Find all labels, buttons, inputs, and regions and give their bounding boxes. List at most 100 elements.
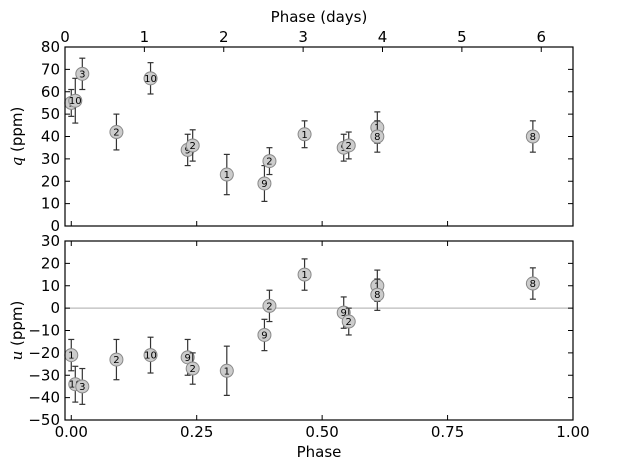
- point-marker: [262, 298, 277, 313]
- point-label: 8: [530, 279, 536, 290]
- data-point: 1: [219, 345, 234, 396]
- y-axis-title: u (ppm): [8, 301, 26, 361]
- data-point: 2: [262, 147, 277, 176]
- top-x-tick-label: 1: [140, 28, 150, 46]
- top-x-tick-label: 6: [536, 28, 546, 46]
- y-tick-label: 10: [41, 277, 60, 295]
- y-axis-symbol: q: [8, 157, 26, 167]
- point-marker: [370, 287, 385, 302]
- x-tick-label: 0.50: [305, 423, 338, 441]
- bottom-axis-title: Phase: [297, 443, 342, 461]
- y-tick-label: 30: [41, 232, 60, 250]
- point-label: 9: [184, 353, 190, 364]
- point-label: 2: [346, 141, 352, 152]
- point-label: 10: [144, 351, 157, 362]
- data-point: 10: [143, 62, 158, 95]
- data-point: 1: [297, 120, 312, 149]
- point-label: 2: [190, 364, 196, 375]
- point-label: 8: [374, 290, 380, 301]
- point-marker: [341, 138, 356, 153]
- data-point: 1: [297, 258, 312, 291]
- y-tick-label: −30: [28, 366, 60, 384]
- point-label: 10: [69, 96, 82, 107]
- point-marker: [75, 66, 90, 81]
- point-label: 9: [261, 179, 267, 190]
- point-label: 10: [69, 380, 82, 391]
- point-label: 9: [341, 308, 347, 319]
- y-tick-label: 60: [41, 83, 60, 101]
- y-tick-label: −10: [28, 322, 60, 340]
- y-axis-unit: (ppm): [8, 107, 26, 157]
- point-marker: [143, 71, 158, 86]
- data-point: 2: [185, 129, 200, 162]
- data-point: 10: [143, 336, 158, 374]
- data-point: 8: [525, 267, 540, 300]
- y-tick-label: 50: [41, 105, 60, 123]
- point-label: 1: [68, 351, 74, 362]
- point-label: 1: [224, 366, 230, 377]
- y-tick-label: 30: [41, 150, 60, 168]
- y-tick-label: −20: [28, 344, 60, 362]
- point-label: 2: [266, 301, 272, 312]
- data-point: 10: [68, 77, 83, 124]
- y-tick-label: −40: [28, 389, 60, 407]
- top-x-tick-label: 5: [457, 28, 467, 46]
- data-point: 3: [75, 57, 90, 91]
- point-marker: [525, 276, 540, 291]
- top-axis-title: Phase (days): [271, 8, 368, 26]
- y-axis-title: q (ppm): [8, 107, 26, 167]
- data-point: 2: [341, 307, 356, 336]
- top-x-tick-label: 3: [298, 28, 308, 46]
- x-tick-label: 0.75: [431, 423, 464, 441]
- y-tick-label: 20: [41, 254, 60, 272]
- top-x-tick-label: 0: [60, 28, 70, 46]
- point-marker: [525, 129, 540, 144]
- data-point: 9: [257, 164, 272, 202]
- point-label: 8: [530, 132, 536, 143]
- point-marker: [143, 348, 158, 363]
- x-tick-label: 0.25: [180, 423, 213, 441]
- point-label: 9: [261, 330, 267, 341]
- data-point: 8: [525, 120, 540, 153]
- point-label: 9: [184, 145, 190, 156]
- panel-frame: [64, 46, 574, 227]
- point-marker: [68, 93, 83, 108]
- y-tick-label: 10: [41, 195, 60, 213]
- point-marker: [185, 138, 200, 153]
- y-tick-label: −50: [28, 411, 60, 429]
- data-point: 2: [341, 131, 356, 160]
- data-point: 2: [109, 338, 124, 381]
- y-axis-symbol: u: [8, 351, 26, 361]
- data-point: 1: [219, 153, 234, 196]
- point-marker: [262, 154, 277, 169]
- point-label: 10: [144, 74, 157, 85]
- x-tick-label: 1.00: [556, 423, 589, 441]
- y-tick-label: 0: [50, 299, 60, 317]
- y-tick-label: 40: [41, 128, 60, 146]
- point-marker: [297, 267, 312, 282]
- data-point: 9: [257, 318, 272, 352]
- point-label: 2: [190, 141, 196, 152]
- point-label: 2: [266, 157, 272, 168]
- point-label: 1: [301, 130, 307, 141]
- point-marker: [219, 167, 234, 182]
- top-x-tick-label: 4: [378, 28, 388, 46]
- point-marker: [219, 363, 234, 378]
- point-marker: [257, 176, 272, 191]
- data-point: 3: [75, 367, 90, 405]
- y-tick-label: 70: [41, 60, 60, 78]
- y-axis-unit: (ppm): [8, 301, 26, 351]
- point-label: 1: [301, 270, 307, 281]
- x-tick-label: 0.00: [55, 423, 88, 441]
- point-label: 2: [113, 128, 119, 139]
- data-point: 8: [370, 120, 385, 153]
- point-label: 2: [113, 355, 119, 366]
- data-point: 8: [370, 278, 385, 311]
- panel-frame: [64, 240, 574, 421]
- point-label: 8: [374, 132, 380, 143]
- point-marker: [257, 327, 272, 342]
- top-x-tick-label: 2: [219, 28, 229, 46]
